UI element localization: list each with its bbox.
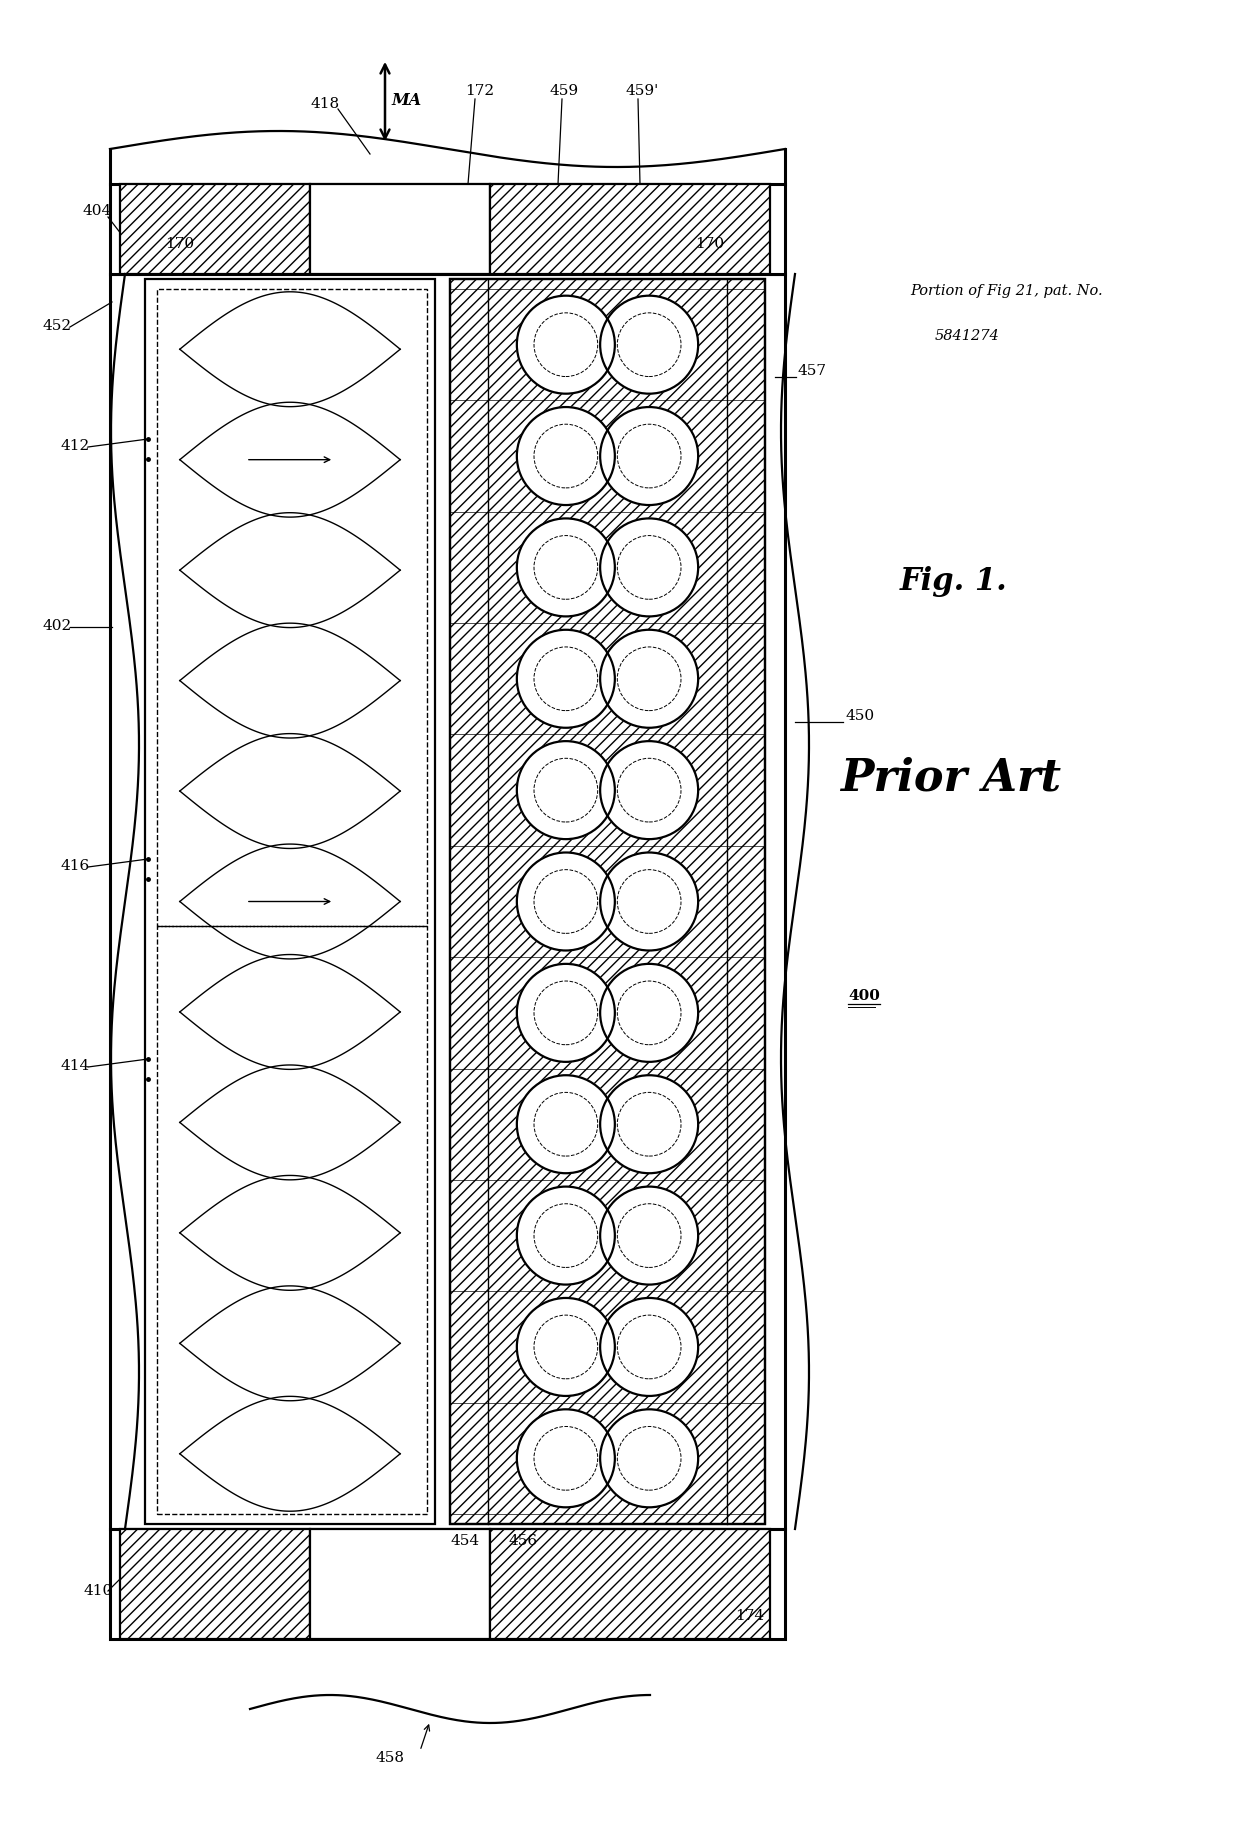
Circle shape <box>600 1298 698 1396</box>
Circle shape <box>517 1076 615 1174</box>
Bar <box>157 926 427 1515</box>
Circle shape <box>600 408 698 505</box>
Text: 412: 412 <box>60 439 89 452</box>
Bar <box>450 281 765 1524</box>
Bar <box>110 1529 785 1639</box>
Bar <box>490 184 770 275</box>
Text: 414: 414 <box>60 1059 89 1072</box>
Text: MA: MA <box>391 91 422 108</box>
Circle shape <box>600 964 698 1063</box>
Text: 459: 459 <box>551 84 579 98</box>
Text: 5841274: 5841274 <box>935 328 999 343</box>
Text: 170: 170 <box>694 237 724 252</box>
Text: Portion of Fig 21, pat. No.: Portion of Fig 21, pat. No. <box>910 284 1102 297</box>
Text: 457: 457 <box>799 365 827 377</box>
Circle shape <box>517 853 615 952</box>
Circle shape <box>600 297 698 394</box>
Text: 170: 170 <box>165 237 195 252</box>
Text: 456: 456 <box>508 1533 537 1548</box>
Text: Fig. 1.: Fig. 1. <box>900 565 1008 596</box>
Text: 452: 452 <box>42 319 71 334</box>
Circle shape <box>517 520 615 616</box>
Bar <box>490 1529 770 1639</box>
Circle shape <box>517 1187 615 1285</box>
Circle shape <box>600 520 698 616</box>
Text: 450: 450 <box>844 709 874 722</box>
Text: 458: 458 <box>374 1750 404 1765</box>
Text: 172: 172 <box>465 84 494 98</box>
Circle shape <box>517 631 615 729</box>
Text: 418: 418 <box>310 97 339 111</box>
Circle shape <box>517 1298 615 1396</box>
Bar <box>310 1529 490 1639</box>
Circle shape <box>600 1409 698 1508</box>
Circle shape <box>600 1076 698 1174</box>
Bar <box>450 281 765 1524</box>
Bar <box>145 281 435 1524</box>
Text: 416: 416 <box>60 859 89 873</box>
Circle shape <box>600 742 698 840</box>
Bar <box>120 184 310 275</box>
Bar <box>110 275 785 1529</box>
Text: 459': 459' <box>625 84 658 98</box>
Text: 454: 454 <box>450 1533 479 1548</box>
Text: 174: 174 <box>735 1608 764 1622</box>
Bar <box>120 1529 310 1639</box>
Bar <box>310 184 490 275</box>
Bar <box>157 290 427 926</box>
Circle shape <box>600 1187 698 1285</box>
Circle shape <box>517 964 615 1063</box>
Text: 404: 404 <box>82 204 112 219</box>
Text: Prior Art: Prior Art <box>839 755 1061 798</box>
Text: 410: 410 <box>83 1582 113 1597</box>
Text: 402: 402 <box>42 618 71 633</box>
Circle shape <box>517 742 615 840</box>
Text: 400: 400 <box>848 988 880 1003</box>
Circle shape <box>517 297 615 394</box>
Circle shape <box>517 1409 615 1508</box>
Circle shape <box>600 853 698 952</box>
Circle shape <box>517 408 615 505</box>
Bar <box>110 184 785 275</box>
Circle shape <box>600 631 698 729</box>
